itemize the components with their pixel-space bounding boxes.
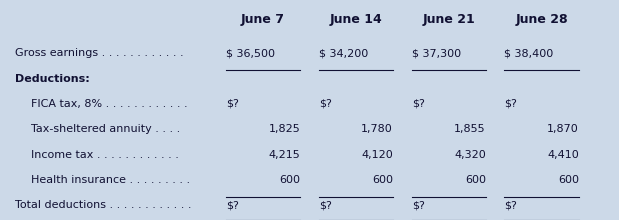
Text: $?: $? <box>504 99 517 109</box>
Text: Total deductions . . . . . . . . . . . .: Total deductions . . . . . . . . . . . . <box>15 200 192 210</box>
Text: June 7: June 7 <box>241 13 285 26</box>
Text: 1,825: 1,825 <box>269 124 300 134</box>
Text: 4,320: 4,320 <box>454 150 486 160</box>
Text: 600: 600 <box>279 175 300 185</box>
Text: $?: $? <box>412 99 425 109</box>
Text: $ 37,300: $ 37,300 <box>412 48 461 58</box>
Text: $?: $? <box>319 99 332 109</box>
Text: $ 34,200: $ 34,200 <box>319 48 368 58</box>
Text: 1,855: 1,855 <box>454 124 486 134</box>
Text: $?: $? <box>504 200 517 210</box>
Text: $?: $? <box>412 200 425 210</box>
Text: FICA tax, 8% . . . . . . . . . . . .: FICA tax, 8% . . . . . . . . . . . . <box>31 99 188 109</box>
Text: Tax-sheltered annuity . . . .: Tax-sheltered annuity . . . . <box>31 124 180 134</box>
Text: 4,410: 4,410 <box>547 150 579 160</box>
Text: June 28: June 28 <box>515 13 568 26</box>
Text: $ 38,400: $ 38,400 <box>504 48 554 58</box>
Text: June 21: June 21 <box>422 13 475 26</box>
Text: $ 36,500: $ 36,500 <box>226 48 275 58</box>
Text: Health insurance . . . . . . . . .: Health insurance . . . . . . . . . <box>31 175 190 185</box>
Text: 4,215: 4,215 <box>269 150 300 160</box>
Text: 4,120: 4,120 <box>361 150 393 160</box>
Text: 600: 600 <box>465 175 486 185</box>
Text: 600: 600 <box>558 175 579 185</box>
Text: Income tax . . . . . . . . . . . .: Income tax . . . . . . . . . . . . <box>31 150 179 160</box>
Text: June 14: June 14 <box>329 13 383 26</box>
Text: $?: $? <box>319 200 332 210</box>
Text: 1,870: 1,870 <box>547 124 579 134</box>
Text: $?: $? <box>226 99 239 109</box>
Text: $?: $? <box>226 200 239 210</box>
Text: 1,780: 1,780 <box>361 124 393 134</box>
Text: Gross earnings . . . . . . . . . . . .: Gross earnings . . . . . . . . . . . . <box>15 48 184 58</box>
Text: 600: 600 <box>372 175 393 185</box>
Text: Deductions:: Deductions: <box>15 74 90 84</box>
